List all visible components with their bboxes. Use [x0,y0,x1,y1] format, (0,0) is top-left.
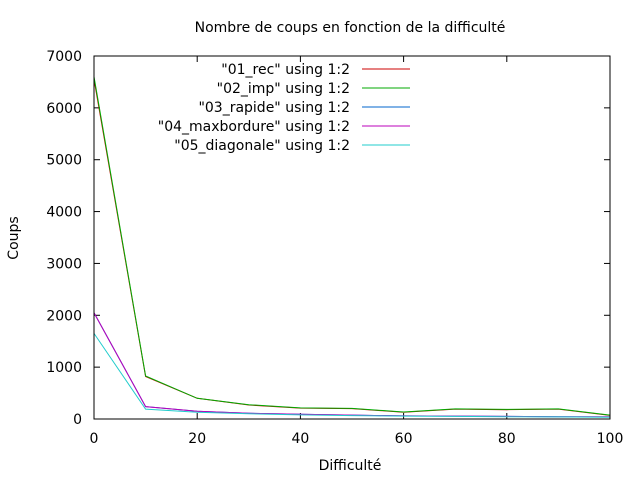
y-tick-label: 1000 [46,360,82,376]
x-tick-label: 20 [188,431,206,447]
chart-title: Nombre de coups en fonction de la diffic… [195,20,506,36]
plot-frame [93,55,611,420]
y-tick-label: 7000 [46,49,82,65]
x-tick-label: 0 [90,431,99,447]
y-tick-label: 4000 [46,205,82,221]
series-lines [93,76,611,418]
legend-label: "01_rec" using 1:2 [221,62,350,78]
legend-label: "03_rapide" using 1:2 [198,100,350,116]
series-line-5 [93,333,611,418]
series-line-4 [93,312,611,418]
x-tick-label: 80 [498,431,516,447]
legend-label: "05_diagonale" using 1:2 [174,138,350,154]
y-tick-label: 6000 [46,101,82,117]
y-tick-label: 3000 [46,256,82,272]
x-tick-label: 40 [291,431,309,447]
x-tick-label: 60 [395,431,413,447]
x-tick-label: 100 [597,431,624,447]
legend: "01_rec" using 1:2 "02_imp" using 1:2 "03_… [158,62,410,154]
y-tick-label: 2000 [46,308,82,324]
axis-ticks: 0 20 40 60 80 1000100020003000400050006000700… [46,49,623,447]
legend-label: "04_maxbordure" using 1:2 [158,119,350,135]
legend-label: "02_imp" using 1:2 [217,81,350,97]
y-axis-label: Coups [6,216,22,259]
x-axis-label: Difficulté [319,458,382,474]
series-line-3 [93,312,611,418]
y-tick-label: 5000 [46,153,82,169]
series-line-2 [93,76,611,416]
y-tick-label: 0 [73,412,82,428]
